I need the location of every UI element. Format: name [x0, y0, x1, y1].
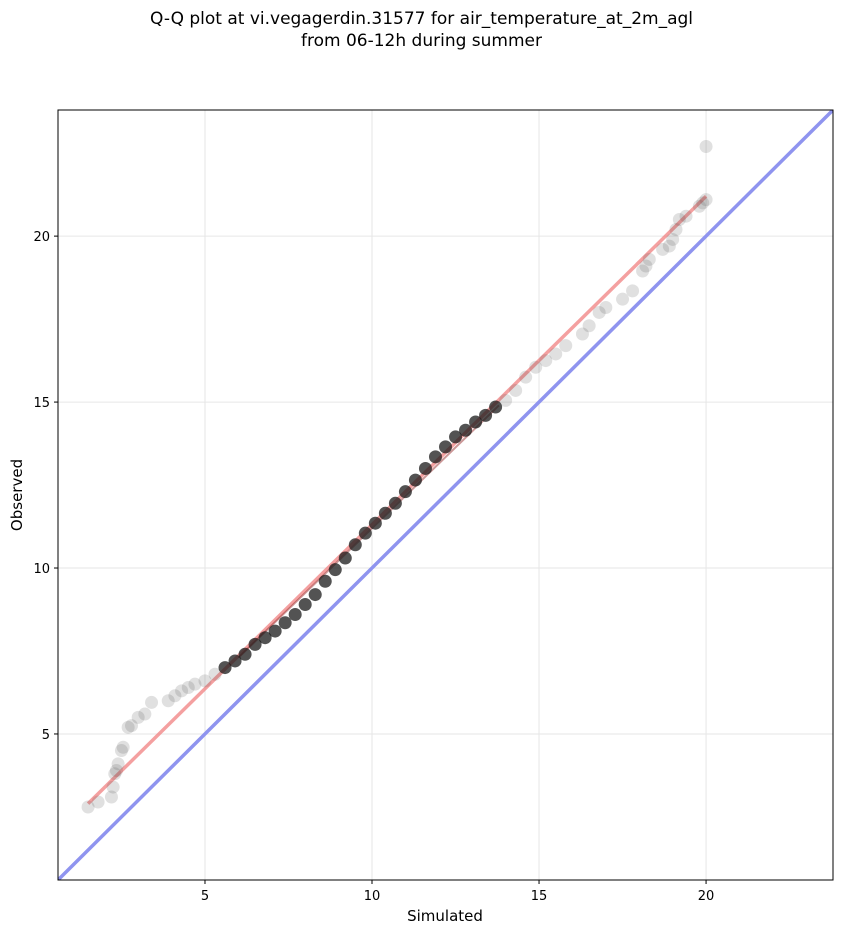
- axes-frame: [57, 109, 834, 881]
- data-point: [358, 526, 372, 540]
- y-axis-label: Observed: [8, 459, 26, 531]
- data-point: [161, 694, 175, 708]
- data-point: [696, 196, 710, 210]
- data-point: [699, 193, 713, 207]
- reference-line: [58, 110, 833, 880]
- data-point: [138, 707, 152, 721]
- data-point: [666, 232, 680, 246]
- data-point: [116, 740, 130, 754]
- data-point: [248, 637, 262, 651]
- data-point: [308, 588, 322, 602]
- data-point: [278, 616, 292, 630]
- data-point: [479, 408, 493, 422]
- data-point: [288, 607, 302, 621]
- data-point: [104, 790, 118, 804]
- data-point: [168, 689, 182, 703]
- data-point: [338, 551, 352, 565]
- data-point: [318, 574, 332, 588]
- y-tick-label: 15: [33, 396, 50, 411]
- data-point: [529, 360, 543, 374]
- data-point: [656, 242, 670, 256]
- data-point: [636, 264, 650, 278]
- data-point: [378, 506, 392, 520]
- data-point: [549, 347, 563, 361]
- data-point: [539, 354, 553, 368]
- data-point: [328, 563, 342, 577]
- points-layer: [81, 140, 713, 814]
- data-point: [258, 631, 272, 645]
- data-point: [108, 767, 122, 781]
- data-point: [642, 252, 656, 266]
- x-tick-label: 5: [201, 889, 209, 904]
- data-point: [388, 496, 402, 510]
- data-point: [439, 440, 452, 454]
- data-point: [124, 719, 138, 733]
- reference-line-layer: [58, 110, 833, 880]
- data-point: [114, 744, 128, 758]
- plot-frame: [57, 109, 834, 881]
- data-point: [188, 677, 202, 691]
- chart-subtitle: from 06-12h during summer: [301, 31, 542, 51]
- data-point: [81, 800, 95, 814]
- data-point: [418, 461, 432, 475]
- data-point: [592, 305, 606, 319]
- data-point: [218, 661, 232, 675]
- data-point: [509, 383, 523, 397]
- data-point: [228, 654, 242, 668]
- data-point: [469, 415, 483, 429]
- data-point: [91, 795, 105, 809]
- data-point: [669, 222, 683, 236]
- data-point: [639, 259, 653, 273]
- data-point: [428, 450, 442, 464]
- data-point: [449, 430, 463, 444]
- data-point: [679, 209, 693, 223]
- chart-title: Q-Q plot at vi.vegagerdin.31577 for air_…: [149, 9, 694, 29]
- data-point: [268, 624, 282, 638]
- data-point: [582, 319, 596, 333]
- data-point: [692, 199, 706, 213]
- data-point: [616, 292, 630, 306]
- data-point: [662, 239, 676, 253]
- x-tick-label: 20: [698, 889, 715, 904]
- data-point: [238, 647, 252, 661]
- x-axis-label: Simulated: [407, 907, 483, 925]
- x-tick-label: 15: [531, 889, 548, 904]
- data-point: [121, 720, 135, 734]
- data-point: [131, 710, 145, 724]
- data-point: [599, 300, 613, 314]
- data-point: [109, 763, 123, 777]
- data-point: [559, 339, 573, 353]
- chart-title-block: Q-Q plot at vi.vegagerdin.31577 for air_…: [0, 8, 843, 52]
- x-tick-label: 10: [364, 889, 381, 904]
- data-point: [408, 473, 422, 487]
- data-point: [519, 370, 533, 384]
- data-point: [181, 681, 195, 694]
- data-point: [208, 667, 222, 681]
- data-point: [111, 757, 125, 771]
- data-point: [672, 213, 686, 227]
- data-point: [348, 538, 362, 552]
- ticks-layer: 5 10 15 20 5 10 15 20: [33, 230, 714, 904]
- y-tick-label: 20: [33, 230, 50, 245]
- data-point: [575, 327, 589, 341]
- data-point: [368, 516, 382, 530]
- data-point: [699, 140, 713, 154]
- data-point: [198, 674, 212, 688]
- data-point: [145, 695, 159, 709]
- y-tick-label: 10: [33, 562, 50, 577]
- data-point: [298, 598, 312, 612]
- data-point: [459, 423, 473, 437]
- data-point: [626, 284, 640, 298]
- data-point: [489, 400, 503, 414]
- y-tick-label: 5: [42, 728, 50, 743]
- data-point: [398, 485, 412, 499]
- data-point: [499, 393, 513, 407]
- data-point: [175, 684, 189, 698]
- data-point: [106, 780, 120, 794]
